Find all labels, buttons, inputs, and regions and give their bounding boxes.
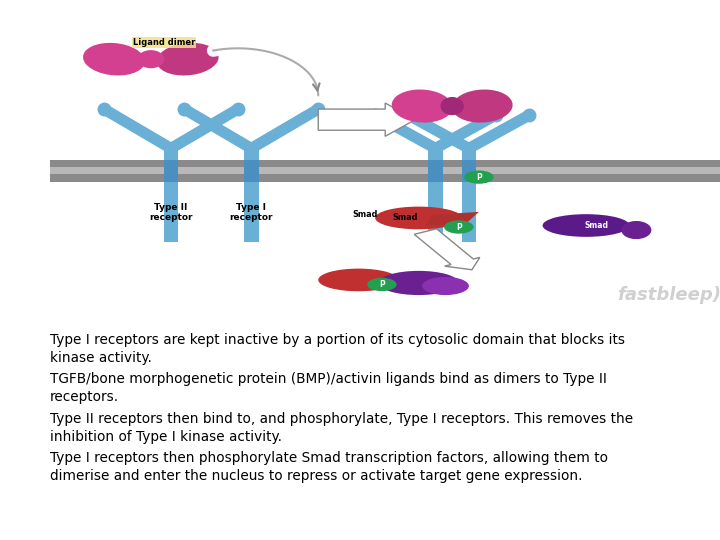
Bar (163, 148, 179, 160)
Ellipse shape (621, 221, 652, 239)
Bar (462, 148, 476, 160)
Ellipse shape (138, 50, 164, 68)
Text: Type I receptors then phosphorylate Smad transcription factors, allowing them to: Type I receptors then phosphorylate Smad… (50, 451, 608, 465)
Text: Type II receptors then bind to, and phosphorylate, Type I receptors. This remove: Type II receptors then bind to, and phos… (50, 412, 633, 426)
Text: Smad: Smad (392, 213, 418, 222)
Ellipse shape (379, 271, 459, 295)
Bar (50, 160, 720, 181)
Text: inhibition of Type I kinase activity.: inhibition of Type I kinase activity. (50, 429, 282, 443)
Bar (428, 148, 443, 160)
Ellipse shape (422, 277, 469, 295)
FancyArrow shape (318, 103, 415, 136)
Ellipse shape (441, 97, 464, 115)
FancyArrow shape (414, 229, 480, 270)
Polygon shape (426, 212, 479, 226)
Bar (163, 181, 179, 242)
Text: fastbleep)): fastbleep)) (617, 286, 720, 304)
Ellipse shape (392, 90, 452, 123)
Text: receptors.: receptors. (50, 390, 119, 404)
Bar (462, 160, 476, 181)
Text: Type I
receptor: Type I receptor (230, 203, 273, 222)
Text: TGFB/bone morphogenetic protein (BMP)/activin ligands bind as dimers to Type II: TGFB/bone morphogenetic protein (BMP)/ac… (50, 373, 607, 386)
Bar (50, 166, 720, 174)
Ellipse shape (157, 43, 219, 76)
Text: Smad: Smad (584, 221, 608, 230)
Ellipse shape (318, 268, 399, 291)
Circle shape (444, 220, 474, 234)
Bar (462, 181, 476, 242)
Ellipse shape (375, 207, 462, 229)
Bar (163, 160, 179, 181)
Bar (244, 148, 258, 160)
Text: Type I receptors are kept inactive by a portion of its cytosolic domain that blo: Type I receptors are kept inactive by a … (50, 333, 625, 347)
Ellipse shape (452, 90, 513, 123)
Circle shape (464, 171, 494, 184)
Ellipse shape (543, 214, 629, 237)
Bar (244, 160, 258, 181)
Text: Smad: Smad (352, 211, 378, 219)
Ellipse shape (83, 43, 145, 76)
Text: dimerise and enter the nucleus to repress or activate target gene expression.: dimerise and enter the nucleus to repres… (50, 469, 582, 483)
Text: P: P (476, 173, 482, 181)
Bar (244, 181, 258, 242)
Bar (428, 160, 443, 181)
Circle shape (367, 278, 397, 291)
Text: P: P (379, 280, 384, 289)
Text: Ligand dimer: Ligand dimer (133, 38, 195, 47)
Text: Type II
receptor: Type II receptor (149, 203, 193, 222)
Text: kinase activity.: kinase activity. (50, 350, 152, 365)
Bar (428, 181, 443, 242)
Text: P: P (456, 222, 462, 232)
